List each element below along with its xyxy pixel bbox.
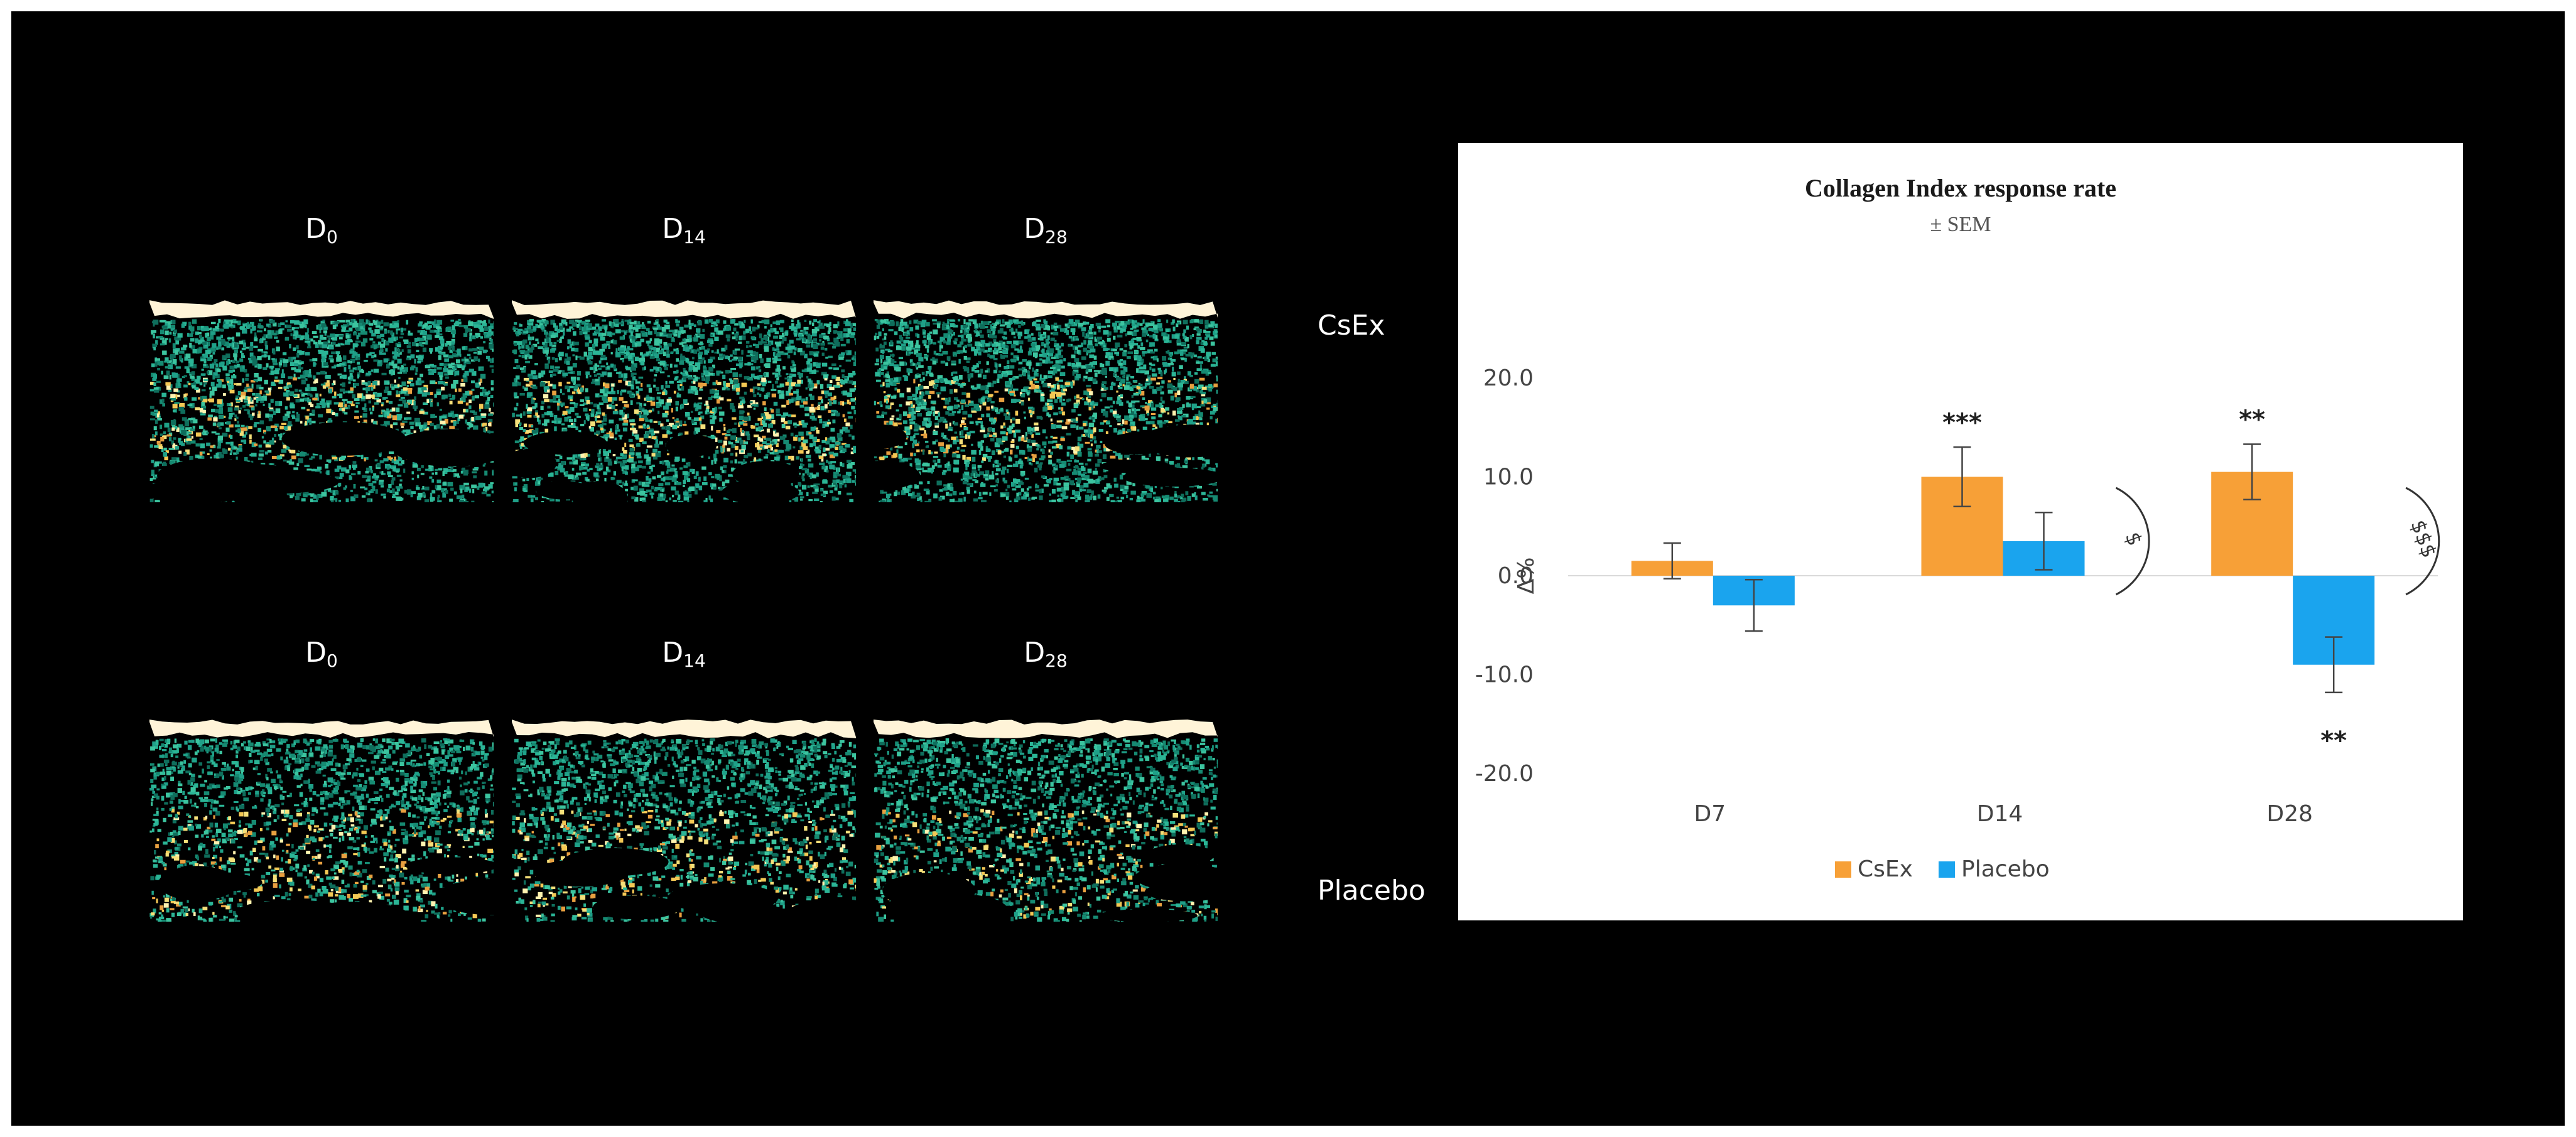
day-label: D14 — [646, 213, 722, 247]
ultrasound-scan-image — [874, 295, 1218, 502]
comparison-arc — [2115, 487, 2150, 596]
legend-label-placebo: Placebo — [1961, 856, 2050, 882]
chart-panel: Collagen Index response rate ± SEM 20.0 10.… — [1458, 143, 2463, 920]
row-label-1: Placebo — [1318, 875, 1426, 907]
day-label-sub: 28 — [1045, 227, 1068, 247]
day-label-sub: 14 — [683, 227, 706, 247]
row-label-0: CsEx — [1318, 310, 1385, 342]
day-label-base: D — [1024, 213, 1046, 245]
day-label: D14 — [646, 637, 722, 671]
day-label-base: D — [662, 637, 684, 669]
day-label-sub: 0 — [327, 650, 338, 671]
significance-mark: ** — [2239, 406, 2265, 434]
legend-label-csex: CsEx — [1858, 856, 1913, 882]
day-label-base: D — [305, 213, 327, 245]
comparison-mark: $ — [2121, 529, 2148, 549]
day-label-sub: 28 — [1045, 650, 1068, 671]
y-tick-label: 20.0 — [1483, 365, 1534, 391]
y-tick-label: -10.0 — [1475, 662, 1534, 688]
ultrasound-scan-image — [512, 295, 856, 502]
day-label-base: D — [305, 637, 327, 669]
legend-swatch-csex — [1835, 861, 1851, 878]
y-tick-label: -20.0 — [1475, 761, 1534, 787]
day-label-sub: 0 — [327, 227, 338, 247]
y-axis-label: Δ% — [1513, 558, 1539, 595]
y-tick-label: 10.0 — [1483, 465, 1534, 490]
day-label: D0 — [284, 637, 359, 671]
day-label: D28 — [1008, 637, 1083, 671]
day-label-base: D — [662, 213, 684, 245]
y-tick-label: 0.0 — [1498, 563, 1534, 589]
chart-title: Collagen Index response rate — [1805, 174, 2116, 202]
ultrasound-scan-image — [149, 714, 494, 922]
day-label-sub: 14 — [683, 650, 706, 671]
chart-subtitle: ± SEM — [1930, 213, 1991, 236]
significance-mark: *** — [1942, 408, 1982, 437]
day-label: D0 — [284, 213, 359, 247]
ultrasound-scan-image — [874, 714, 1218, 922]
x-category-label: D28 — [2266, 801, 2313, 827]
significance-mark: ** — [2320, 726, 2347, 755]
x-category-label: D14 — [1977, 801, 2023, 827]
ultrasound-scan-image — [149, 295, 494, 502]
day-label: D28 — [1008, 213, 1083, 247]
x-category-label: D7 — [1694, 801, 1726, 827]
ultrasound-scan-image — [512, 714, 856, 922]
day-label-base: D — [1024, 637, 1046, 669]
legend-swatch-placebo — [1939, 861, 1955, 878]
collagen-chart: Collagen Index response rate ± SEM 20.0 10.… — [1475, 174, 2442, 882]
comparison-arc — [2405, 487, 2440, 596]
